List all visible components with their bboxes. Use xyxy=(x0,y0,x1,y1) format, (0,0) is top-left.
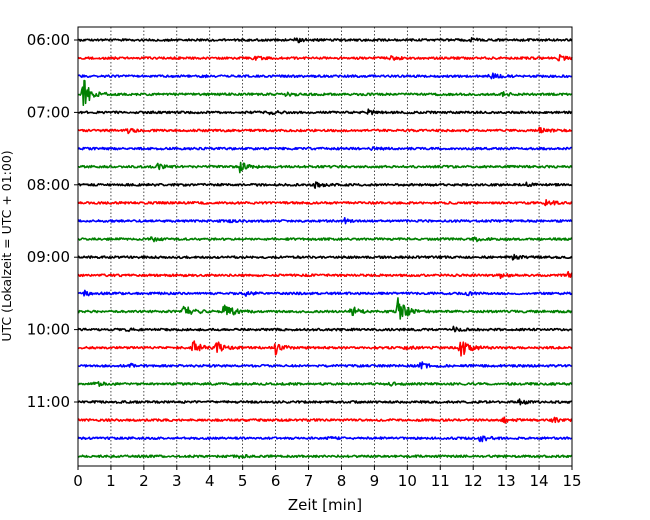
plot-frame xyxy=(77,26,573,467)
trace-0645 xyxy=(77,79,573,106)
trace-0630 xyxy=(77,72,573,80)
x-tick-label: 7 xyxy=(304,472,314,490)
x-tick-label: 15 xyxy=(562,472,581,490)
y-tick-label: 08:00 xyxy=(27,176,70,194)
trace-0745 xyxy=(77,161,573,174)
trace-0600 xyxy=(77,36,573,44)
trace-1045 xyxy=(77,381,573,387)
trace-0715 xyxy=(77,126,573,135)
trace-1115 xyxy=(77,416,573,424)
trace-0830 xyxy=(77,217,573,225)
x-tick-label: 14 xyxy=(530,472,549,490)
x-tick-label: 1 xyxy=(106,472,116,490)
x-axis-ticks: 0 1 2 3 4 5 6 7 8 9 10 11 12 13 14 15 xyxy=(73,466,582,490)
trace-0700 xyxy=(77,108,573,116)
trace-0945 xyxy=(77,297,573,320)
trace-0845 xyxy=(77,236,573,243)
x-tick-label: 4 xyxy=(205,472,215,490)
x-axis-label: Zeit [min] xyxy=(288,496,362,514)
trace-0800 xyxy=(77,181,573,189)
y-axis-label: UTC (Lokalzeit = UTC + 01:00) xyxy=(0,150,14,341)
x-tick-label: 10 xyxy=(398,472,417,490)
x-tick-label: 13 xyxy=(497,472,516,490)
trace-0615 xyxy=(77,54,573,62)
trace-1130 xyxy=(77,435,573,443)
trace-1015 xyxy=(77,340,573,357)
x-tick-label: 3 xyxy=(172,472,182,490)
trace-0730 xyxy=(77,146,573,151)
y-tick-label: 11:00 xyxy=(27,393,70,411)
trace-1145 xyxy=(77,454,573,460)
trace-1100 xyxy=(77,398,573,406)
x-tick-label: 5 xyxy=(238,472,248,490)
trace-0815 xyxy=(77,199,573,207)
y-tick-label: 09:00 xyxy=(27,248,70,266)
x-tick-label: 12 xyxy=(464,472,483,490)
x-tick-label: 11 xyxy=(431,472,450,490)
y-tick-label: 07:00 xyxy=(27,103,70,121)
x-tick-label: 0 xyxy=(73,472,83,490)
trace-1030 xyxy=(77,361,573,370)
x-tick-label: 6 xyxy=(271,472,281,490)
x-tick-label: 9 xyxy=(370,472,380,490)
trace-0900 xyxy=(77,253,573,261)
x-tick-label: 2 xyxy=(139,472,149,490)
y-tick-label: 10:00 xyxy=(27,321,70,339)
trace-0930 xyxy=(77,289,573,297)
traces xyxy=(77,36,573,460)
trace-0915 xyxy=(77,270,573,280)
y-axis-ticks: 06:00 07:00 08:00 09:00 10:00 11:00 xyxy=(27,31,78,411)
y-tick-label: 06:00 xyxy=(27,31,70,49)
x-tick-label: 8 xyxy=(337,472,347,490)
trace-1000 xyxy=(77,325,573,333)
